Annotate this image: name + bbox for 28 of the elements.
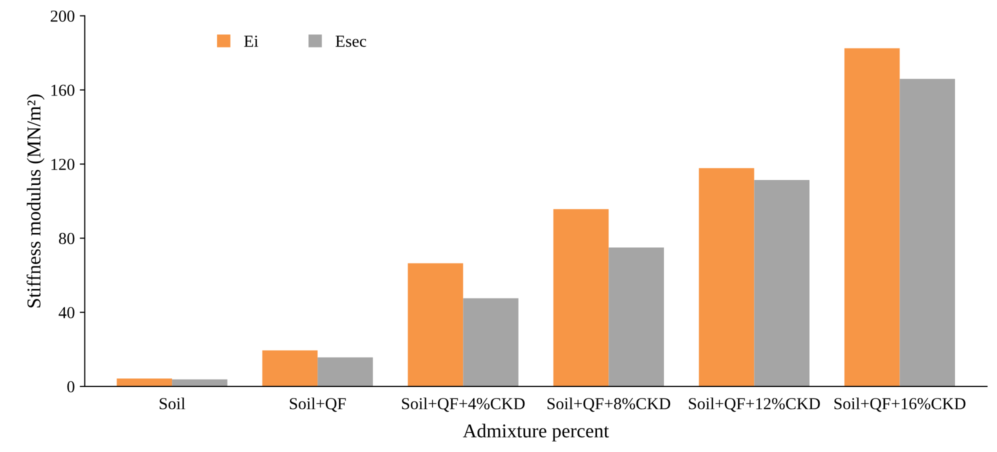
bar (553, 209, 609, 386)
y-tick-label: 160 (51, 84, 74, 96)
y-tick-label: 120 (51, 158, 74, 170)
y-tick-label: 200 (50, 10, 74, 22)
bar (408, 263, 464, 386)
bar (754, 180, 810, 386)
x-tick-label: Soil (160, 398, 186, 410)
bar (262, 350, 318, 386)
x-tick-label: Soil+QF+4%CKD (402, 398, 525, 412)
x-tick-label: Soil+QF+12%CKD (688, 398, 820, 412)
y-tick-label: 80 (58, 232, 74, 244)
x-tick-label: Soil+QF+16%CKD (834, 398, 966, 412)
bar (463, 298, 518, 386)
x-tick-label: Soil+QF (290, 398, 346, 412)
bar (318, 357, 373, 386)
bar (900, 78, 956, 386)
legend-label: Ei (244, 36, 258, 47)
y-tick-label: 40 (58, 307, 74, 318)
bar (608, 247, 664, 386)
bar (844, 48, 900, 386)
bar (172, 379, 228, 386)
legend-label: Esec (336, 36, 366, 47)
bar (698, 168, 754, 386)
y-axis-title: Stiffness modulus (MN/m²) (26, 94, 44, 308)
y-tick-label: 0 (67, 381, 74, 392)
x-axis-title: Admixture percent (462, 424, 609, 442)
bar (116, 378, 172, 386)
x-tick-label: Soil+QF+8%CKD (548, 398, 670, 412)
